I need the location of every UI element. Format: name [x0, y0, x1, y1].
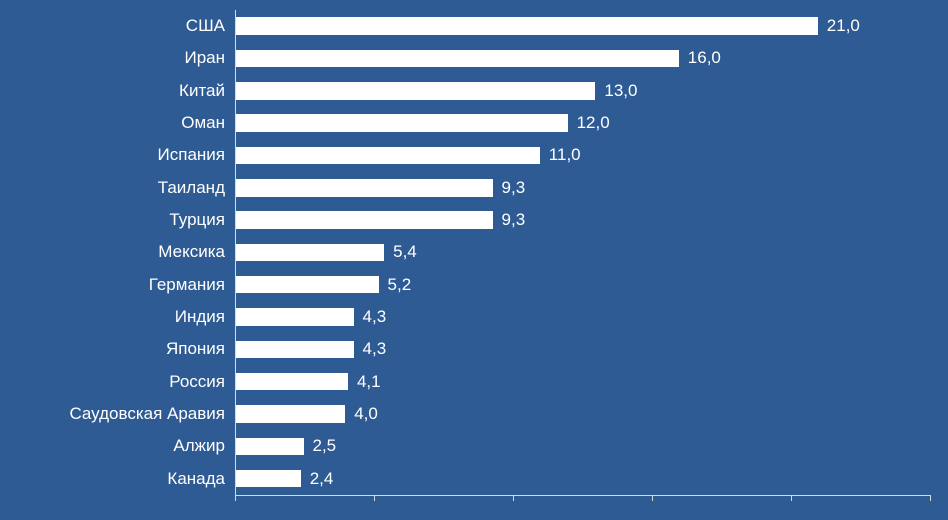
bar: [235, 178, 494, 197]
bar: [235, 404, 346, 423]
bar-track: 5,2: [235, 269, 930, 301]
value-label: 4,3: [355, 339, 387, 359]
category-label: Индия: [30, 307, 235, 327]
bar-track: 2,4: [235, 463, 930, 495]
value-label: 16,0: [680, 48, 721, 68]
bar: [235, 437, 305, 456]
bar-track: 11,0: [235, 139, 930, 171]
bar-track: 4,3: [235, 301, 930, 333]
value-label: 4,3: [355, 307, 387, 327]
category-label: Китай: [30, 81, 235, 101]
bar: [235, 113, 569, 132]
bar: [235, 81, 596, 100]
bar-row: Турция 9,3: [30, 204, 930, 236]
category-label: США: [30, 16, 235, 36]
value-label: 12,0: [569, 113, 610, 133]
value-label: 2,5: [305, 436, 337, 456]
bar-row: Россия 4,1: [30, 366, 930, 398]
category-label: Мексика: [30, 242, 235, 262]
bar-rows-container: США 21,0 Иран 16,0 Китай 13,0 Оман 12,0 Испания 1…: [30, 10, 930, 495]
bar: [235, 210, 494, 229]
category-label: Германия: [30, 275, 235, 295]
value-label: 11,0: [541, 145, 581, 165]
bar-row: Мексика 5,4: [30, 236, 930, 268]
x-axis-tick: [652, 495, 653, 501]
value-label: 5,2: [380, 275, 412, 295]
bar: [235, 49, 680, 68]
bar-row: Испания 11,0: [30, 139, 930, 171]
bar-row: Япония 4,3: [30, 333, 930, 365]
bar: [235, 469, 302, 488]
value-label: 2,4: [302, 469, 334, 489]
bar-row: Саудовская Аравия 4,0: [30, 398, 930, 430]
bar-track: 4,0: [235, 398, 930, 430]
bar-row: Китай 13,0: [30, 75, 930, 107]
bar-row: Германия 5,2: [30, 269, 930, 301]
bar-track: 5,4: [235, 236, 930, 268]
bar-row: США 21,0: [30, 10, 930, 42]
x-axis-line: [235, 495, 930, 496]
y-axis-line: [235, 10, 236, 495]
value-label: 9,3: [494, 210, 526, 230]
x-axis-tick: [930, 495, 931, 501]
bar-track: 4,3: [235, 333, 930, 365]
bar-track: 2,5: [235, 430, 930, 462]
bar: [235, 16, 819, 35]
bar-row: Канада 2,4: [30, 463, 930, 495]
bar-row: Индия 4,3: [30, 301, 930, 333]
x-axis-tick: [513, 495, 514, 501]
category-label: Оман: [30, 113, 235, 133]
horizontal-bar-chart: США 21,0 Иран 16,0 Китай 13,0 Оман 12,0 Испания 1…: [0, 0, 948, 520]
bar-track: 9,3: [235, 172, 930, 204]
value-label: 9,3: [494, 178, 526, 198]
bar-track: 4,1: [235, 366, 930, 398]
bar-track: 13,0: [235, 75, 930, 107]
value-label: 13,0: [596, 81, 637, 101]
value-label: 21,0: [819, 16, 860, 36]
value-label: 4,0: [346, 404, 378, 424]
bar-row: Иран 16,0: [30, 42, 930, 74]
x-axis-tick: [374, 495, 375, 501]
bar: [235, 307, 355, 326]
bar: [235, 146, 541, 165]
category-label: Канада: [30, 469, 235, 489]
bar: [235, 372, 349, 391]
category-label: Саудовская Аравия: [30, 404, 235, 424]
value-label: 4,1: [349, 372, 381, 392]
bar-track: 12,0: [235, 107, 930, 139]
bar: [235, 340, 355, 359]
bar: [235, 275, 380, 294]
bar-track: 16,0: [235, 42, 930, 74]
bar-track: 9,3: [235, 204, 930, 236]
category-label: Алжир: [30, 436, 235, 456]
x-axis-tick: [235, 495, 236, 501]
bar-row: Оман 12,0: [30, 107, 930, 139]
x-axis-tick: [791, 495, 792, 501]
bar: [235, 243, 385, 262]
value-label: 5,4: [385, 242, 417, 262]
category-label: Турция: [30, 210, 235, 230]
category-label: Россия: [30, 372, 235, 392]
category-label: Иран: [30, 48, 235, 68]
bar-row: Алжир 2,5: [30, 430, 930, 462]
category-label: Таиланд: [30, 178, 235, 198]
category-label: Япония: [30, 339, 235, 359]
category-label: Испания: [30, 145, 235, 165]
bar-track: 21,0: [235, 10, 930, 42]
bar-row: Таиланд 9,3: [30, 172, 930, 204]
